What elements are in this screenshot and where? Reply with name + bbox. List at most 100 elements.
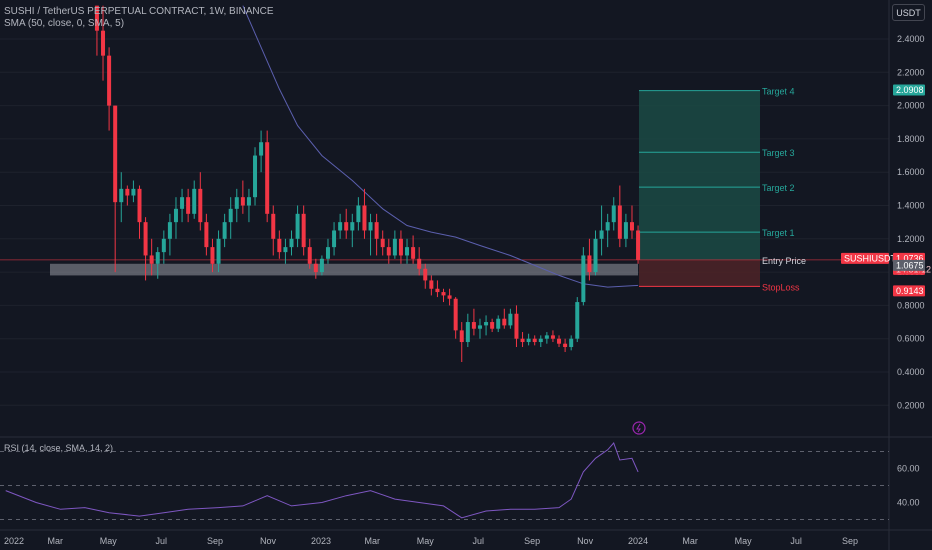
- sma-legend: SMA (50, close, 0, SMA, 5): [4, 18, 125, 29]
- candle: [149, 255, 154, 264]
- candle: [575, 302, 580, 339]
- price-tick-label: 1.2000: [897, 234, 925, 244]
- candle: [240, 197, 245, 206]
- candle: [465, 322, 470, 343]
- candle: [246, 197, 251, 206]
- price-tick-label: 0.6000: [897, 334, 925, 344]
- stop-zone: [639, 259, 760, 287]
- target-label: Target 1: [762, 228, 795, 238]
- candle: [386, 247, 391, 256]
- candle: [295, 213, 300, 239]
- candle: [593, 238, 598, 273]
- target-price-tag-bg: [893, 84, 925, 96]
- candle: [441, 292, 446, 296]
- rsi-line: [5, 442, 639, 519]
- last-price-tag: 1.0736: [896, 253, 924, 263]
- price-tick-label: 0.4000: [897, 367, 925, 377]
- candle: [192, 188, 197, 214]
- rsi-tick-label: 60.00: [897, 464, 920, 474]
- candle: [471, 322, 476, 329]
- price-tags: SUSHIUSDT.P1.073614:51:121.06750.91432.0…: [841, 84, 931, 297]
- time-tick-label: Nov: [260, 536, 277, 546]
- rsi-pane: 40.00 60.00: [0, 442, 920, 520]
- stop-price-tag-bg: [893, 285, 925, 297]
- candle: [623, 222, 628, 239]
- candle: [173, 208, 178, 223]
- time-tick-label: Mar: [365, 536, 381, 546]
- candle: [180, 197, 185, 209]
- candle: [332, 230, 337, 248]
- candle: [356, 205, 361, 223]
- candle: [423, 268, 428, 281]
- candle: [636, 230, 641, 260]
- candle: [587, 255, 592, 273]
- candle: [313, 263, 318, 273]
- rsi-tick-label: 40.00: [897, 498, 920, 508]
- time-tick-label: Jul: [472, 536, 484, 546]
- candle: [265, 142, 270, 214]
- candle: [526, 338, 531, 343]
- time-tick-label: Mar: [47, 536, 63, 546]
- candle: [605, 222, 610, 231]
- stop-price-tag: 0.9143: [896, 286, 924, 296]
- candle: [222, 222, 227, 239]
- candle: [447, 295, 452, 299]
- time-tick-label: Sep: [524, 536, 540, 546]
- candle: [532, 338, 537, 343]
- candle: [398, 238, 403, 256]
- symbol-tag-bg: [841, 252, 889, 264]
- support-band: [50, 263, 638, 276]
- candle: [502, 318, 507, 326]
- candle: [210, 247, 215, 264]
- candle: [101, 30, 106, 56]
- alert-icon[interactable]: [632, 421, 646, 435]
- candle: [234, 197, 239, 209]
- candle: [392, 238, 397, 256]
- target-label: Target 2: [762, 183, 795, 193]
- candle: [338, 222, 343, 231]
- time-tick-label: Mar: [682, 536, 698, 546]
- time-tick-label: Sep: [842, 536, 858, 546]
- candle: [459, 330, 464, 343]
- time-tick-label: Jul: [155, 536, 167, 546]
- symbol-title: SUSHI / TetherUS PERPETUAL CONTRACT, 1W,…: [4, 6, 274, 17]
- time-axis[interactable]: 2022 Mar May Jul Sep Nov 2023 Mar May Jul Sep Nov 20…: [4, 536, 858, 546]
- price-tick-label: 0.2000: [897, 400, 925, 410]
- time-tick-label: Jul: [790, 536, 802, 546]
- candle: [368, 222, 373, 231]
- candle: [581, 255, 586, 303]
- candle: [569, 338, 574, 348]
- candle: [429, 280, 434, 289]
- symbol-tag: SUSHIUSDT.P: [844, 253, 904, 263]
- candle: [143, 222, 148, 256]
- target-levels: Target 1 Target 2 Target 3 Target 4 Entry Pr…: [639, 87, 806, 292]
- candle: [563, 343, 568, 348]
- candle: [137, 188, 142, 223]
- currency-button[interactable]: USDT: [892, 4, 925, 21]
- time-tick-label: Nov: [577, 536, 594, 546]
- candle: [496, 318, 501, 329]
- candle: [477, 325, 482, 329]
- candle: [520, 338, 525, 343]
- candle: [557, 338, 562, 344]
- candle: [125, 188, 130, 196]
- candle: [283, 247, 288, 253]
- candle: [380, 238, 385, 248]
- price-tick-label: 0.8000: [897, 300, 925, 310]
- level-tag: 1.0675: [896, 260, 924, 270]
- time-tick-label: Sep: [207, 536, 223, 546]
- candle: [301, 213, 306, 248]
- candle: [411, 247, 416, 259]
- candle: [362, 205, 367, 231]
- candle: [228, 208, 233, 223]
- candle: [198, 188, 203, 223]
- candle: [216, 238, 221, 264]
- candle: [508, 313, 513, 326]
- time-tick-label: 2023: [311, 536, 331, 546]
- candle: [344, 222, 349, 231]
- candle: [259, 142, 264, 156]
- candles-group: [94, 5, 641, 363]
- price-tick-label: 2.0000: [897, 101, 925, 111]
- stop-label: StopLoss: [762, 282, 800, 292]
